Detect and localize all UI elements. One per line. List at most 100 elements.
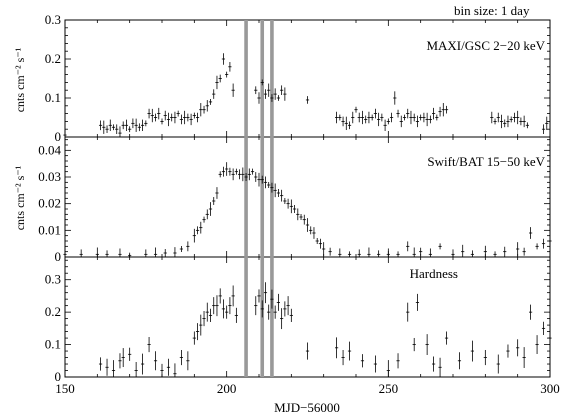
data-point xyxy=(338,248,342,257)
data-point xyxy=(522,247,526,256)
data-point xyxy=(212,197,216,205)
data-point xyxy=(347,121,352,130)
x-tick-label: 300 xyxy=(540,381,560,396)
data-point xyxy=(428,248,432,257)
data-point xyxy=(141,353,145,375)
data-point xyxy=(192,228,196,243)
data-point xyxy=(238,169,242,180)
data-point xyxy=(470,340,474,362)
data-points xyxy=(63,53,552,377)
data-point xyxy=(108,119,112,132)
data-point xyxy=(299,214,303,220)
data-point xyxy=(318,238,323,249)
data-point xyxy=(183,110,187,125)
data-point xyxy=(267,83,271,97)
data-point xyxy=(328,247,332,256)
data-point xyxy=(541,124,546,134)
data-point xyxy=(228,297,232,315)
data-point xyxy=(234,168,238,175)
data-point xyxy=(415,115,420,128)
data-point xyxy=(215,187,219,199)
data-point xyxy=(373,108,377,119)
data-point xyxy=(260,79,264,86)
data-point xyxy=(205,100,209,112)
data-point xyxy=(312,227,316,239)
data-point xyxy=(425,334,429,356)
data-point xyxy=(338,114,342,121)
data-point xyxy=(150,108,154,123)
x-tick-label: 150 xyxy=(55,381,75,396)
data-point xyxy=(202,216,206,223)
data-point xyxy=(493,118,497,125)
x-tick-label: 250 xyxy=(379,381,399,396)
data-point xyxy=(234,307,238,323)
data-point xyxy=(79,249,83,257)
data-point xyxy=(548,234,552,248)
data-point xyxy=(147,337,151,353)
data-point xyxy=(383,119,387,132)
data-point xyxy=(367,247,371,257)
data-point xyxy=(118,126,122,137)
y-tick-label: 0.2 xyxy=(45,51,61,66)
y-tick-label: 0 xyxy=(55,129,62,144)
data-point xyxy=(160,363,164,377)
data-point xyxy=(260,300,264,318)
data-point xyxy=(283,301,287,317)
data-point xyxy=(370,114,374,121)
data-point xyxy=(341,116,345,127)
bin-size-annotation: bin size: 1 day xyxy=(454,3,530,18)
data-point xyxy=(548,329,552,347)
data-point xyxy=(425,112,429,127)
data-point xyxy=(263,89,268,99)
y-tick-label: 0.1 xyxy=(45,337,61,352)
data-point xyxy=(263,176,268,189)
data-point xyxy=(141,119,145,132)
data-point xyxy=(215,295,219,317)
data-point xyxy=(305,342,310,360)
y-tick-label: 0.2 xyxy=(45,304,61,319)
data-point xyxy=(535,335,539,355)
panel-label-maxi: MAXI/GSC 2−20 keV xyxy=(426,38,545,53)
data-point xyxy=(163,110,167,121)
data-point xyxy=(386,248,390,257)
data-point xyxy=(354,106,358,113)
data-point xyxy=(386,360,390,377)
data-point xyxy=(144,120,148,127)
data-point xyxy=(267,304,271,320)
data-point xyxy=(153,113,158,122)
data-point xyxy=(199,221,203,234)
data-point xyxy=(118,353,122,369)
data-point xyxy=(273,88,277,100)
data-point xyxy=(176,110,180,117)
data-point xyxy=(202,105,206,114)
data-point xyxy=(286,198,290,209)
data-point xyxy=(179,246,183,252)
data-point xyxy=(63,251,67,257)
data-point xyxy=(263,282,268,304)
data-point xyxy=(457,352,462,370)
panel-label-bat: Swift/BAT 15−50 keV xyxy=(427,154,545,169)
data-point xyxy=(499,114,504,129)
data-point xyxy=(270,182,274,193)
y-tick-label: 0.1 xyxy=(45,90,61,105)
data-point xyxy=(254,296,258,316)
y-axis-label-bat: cnts cm⁻² s⁻¹ xyxy=(13,165,27,230)
data-point xyxy=(406,108,410,119)
data-point xyxy=(347,341,352,361)
data-point xyxy=(95,247,99,257)
data-point xyxy=(490,111,494,124)
data-point xyxy=(128,347,132,361)
data-point xyxy=(389,112,394,123)
data-point xyxy=(170,113,174,122)
y-tick-label: 0.01 xyxy=(38,222,61,237)
data-point xyxy=(157,107,161,120)
data-point xyxy=(144,249,148,257)
y-tick-label: 0.3 xyxy=(45,12,61,27)
data-point xyxy=(422,112,426,123)
highlight-bands xyxy=(244,20,274,377)
data-point xyxy=(231,285,235,307)
data-point xyxy=(241,167,245,182)
data-point xyxy=(276,95,280,101)
data-point xyxy=(292,205,297,213)
data-point xyxy=(186,113,190,122)
